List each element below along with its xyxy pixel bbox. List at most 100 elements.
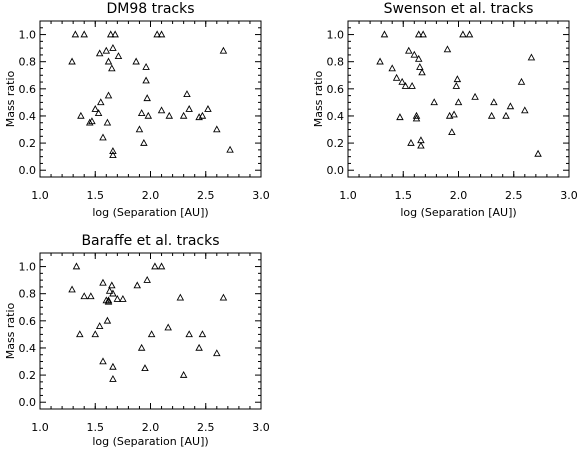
data-point <box>94 109 103 116</box>
x-tick-label: 2.5 <box>197 189 215 202</box>
data-point <box>398 77 406 85</box>
data-point <box>414 54 423 62</box>
data-point <box>417 141 425 149</box>
data-point <box>396 113 404 121</box>
data-point <box>133 281 141 289</box>
data-point <box>119 294 127 302</box>
data-point <box>419 30 427 38</box>
data-point <box>527 53 536 61</box>
data-point <box>430 98 438 106</box>
data-points <box>68 262 228 382</box>
data-point <box>72 262 81 270</box>
x-tick-label: 2.5 <box>197 421 215 434</box>
data-point <box>502 111 510 119</box>
x-tick-label: 1.5 <box>87 189 105 202</box>
data-point <box>99 357 107 365</box>
data-point <box>450 110 458 118</box>
data-point <box>487 111 496 119</box>
data-point <box>454 98 463 106</box>
data-point <box>143 275 151 283</box>
data-point <box>183 90 191 98</box>
data-point <box>108 64 116 72</box>
panel-title: Swenson et al. tracks <box>384 1 534 17</box>
x-tick-label: 1.0 <box>31 421 49 434</box>
data-point <box>109 43 117 51</box>
x-tick-label: 1.0 <box>339 189 357 202</box>
y-tick-label: 0.6 <box>19 315 37 328</box>
data-point <box>185 105 193 112</box>
data-point <box>71 30 80 38</box>
data-point <box>153 30 161 38</box>
x-tick-label: 1.5 <box>87 421 105 434</box>
data-point <box>408 81 416 89</box>
data-point <box>165 111 174 119</box>
data-point <box>445 111 454 119</box>
data-point <box>179 111 188 119</box>
data-point <box>157 30 166 38</box>
data-point <box>103 316 112 324</box>
data-point <box>68 57 76 65</box>
data-point <box>412 111 421 119</box>
data-point <box>143 94 151 102</box>
data-point <box>113 294 122 302</box>
y-tick-label: 0.4 <box>327 110 345 123</box>
x-tick-label: 3.0 <box>252 189 270 202</box>
data-point <box>142 62 150 70</box>
data-point <box>416 62 424 70</box>
plot-frame <box>39 252 262 410</box>
data-point <box>401 81 410 89</box>
y-axis-label: Mass ratio <box>312 70 325 127</box>
data-point <box>219 293 228 301</box>
data-point <box>453 75 462 83</box>
y-tick-label: 0.0 <box>327 164 345 177</box>
data-point <box>392 73 401 81</box>
data-point <box>471 92 479 100</box>
data-point <box>465 30 474 38</box>
data-point <box>448 128 456 135</box>
y-tick-label: 1.0 <box>19 261 37 274</box>
data-point <box>88 117 96 125</box>
data-point <box>114 52 123 60</box>
data-point <box>99 133 107 141</box>
data-point <box>407 138 415 146</box>
y-tick-label: 0.2 <box>19 369 37 382</box>
y-tick-label: 0.0 <box>19 164 37 177</box>
data-point <box>105 286 114 294</box>
data-point <box>108 281 116 289</box>
x-tick-label: 1.5 <box>395 189 413 202</box>
data-point <box>102 46 111 54</box>
data-point <box>104 297 113 305</box>
data-point <box>106 30 115 38</box>
data-point <box>109 375 117 382</box>
panel-baraffe: Baraffe et al. tracks log (Separation [A… <box>4 233 270 448</box>
data-point <box>140 138 148 146</box>
data-point <box>142 76 150 84</box>
x-tick-label: 3.0 <box>252 421 270 434</box>
data-point <box>157 262 166 270</box>
data-point <box>213 125 221 133</box>
data-point <box>104 296 113 304</box>
y-tick-label: 0.8 <box>19 288 37 301</box>
data-point <box>91 330 100 338</box>
data-point <box>219 46 228 54</box>
x-tick-label: 2.0 <box>142 189 160 202</box>
data-point <box>80 292 88 300</box>
data-point <box>380 30 389 38</box>
x-axis-label: log (Separation [AU]) <box>92 206 208 219</box>
data-point <box>135 125 144 133</box>
data-point <box>109 147 117 154</box>
data-point <box>103 118 112 126</box>
data-point <box>109 362 117 370</box>
x-tick-label: 2.0 <box>142 421 160 434</box>
y-tick-label: 0.2 <box>327 137 345 150</box>
data-point <box>104 57 113 65</box>
data-point <box>95 49 104 57</box>
data-point <box>109 151 117 159</box>
data-point <box>490 98 498 106</box>
data-point <box>76 330 84 338</box>
panel-swenson: Swenson et al. tracks log (Separation [A… <box>312 1 577 219</box>
x-tick-label: 2.0 <box>450 189 468 202</box>
data-point <box>376 57 384 65</box>
x-axis-label: log (Separation [AU]) <box>400 206 516 219</box>
